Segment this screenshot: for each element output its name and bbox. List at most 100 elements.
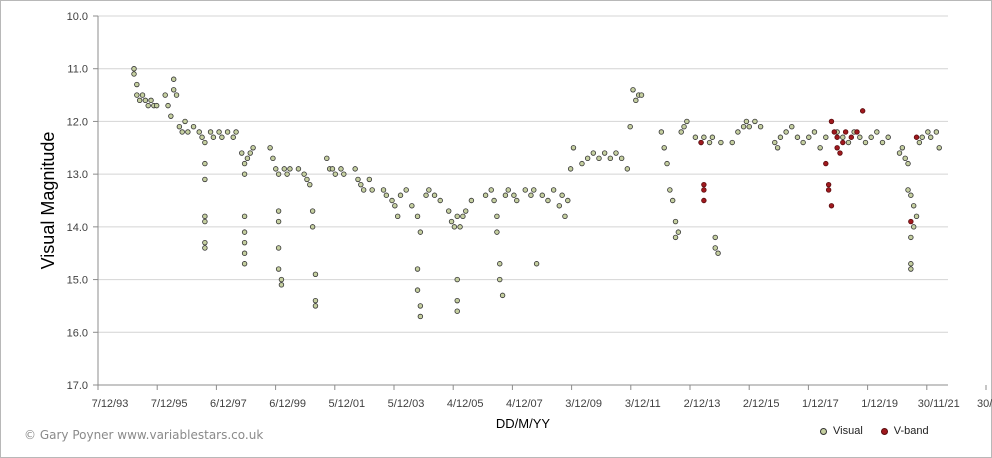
visual-point	[207, 129, 214, 135]
visual-point	[304, 176, 310, 183]
visual-point	[618, 155, 625, 162]
visual-point	[669, 197, 676, 204]
visual-point	[514, 197, 520, 204]
x-tick-label: 2/12/15	[743, 398, 780, 410]
visual-point	[454, 213, 460, 220]
x-tick-label: 4/12/05	[447, 398, 484, 410]
visual-point	[823, 134, 829, 140]
legend-item-vband: V-band	[880, 425, 929, 437]
visual-point	[675, 229, 682, 235]
visual-point	[148, 97, 154, 104]
visual-point	[862, 139, 869, 146]
visual-point	[499, 292, 506, 299]
visual-point	[275, 208, 282, 214]
visual-point	[545, 197, 551, 204]
visual-point	[309, 224, 316, 230]
visual-point	[817, 145, 823, 151]
vband-point	[828, 203, 835, 209]
visual-point	[559, 192, 565, 198]
visual-point	[913, 213, 920, 220]
visual-point	[800, 139, 806, 146]
visual-point	[692, 134, 699, 140]
visual-point	[463, 208, 469, 214]
visual-point	[567, 166, 574, 172]
visual-point	[772, 139, 778, 146]
visual-point	[488, 187, 494, 193]
visual-point	[275, 171, 282, 177]
y-tick-label: 16.0	[67, 327, 88, 339]
visual-point	[131, 66, 137, 72]
visual-point	[417, 313, 424, 320]
visual-point	[341, 171, 347, 177]
x-axis-title: DD/M/YY	[496, 416, 551, 431]
visual-point	[789, 123, 795, 130]
vband-point	[859, 108, 866, 114]
visual-point	[925, 129, 931, 135]
visual-point	[933, 129, 940, 135]
vband-point	[701, 181, 707, 188]
visual-point	[672, 234, 679, 241]
visual-point	[740, 123, 747, 130]
visual-point	[307, 181, 313, 188]
visual-point	[182, 118, 188, 125]
visual-point	[539, 192, 545, 198]
visual-point	[494, 229, 500, 235]
visual-point	[879, 139, 886, 146]
visual-point	[241, 261, 248, 267]
x-tick-label: 30/11/23	[977, 398, 992, 410]
visual-point	[752, 118, 758, 125]
vband-point	[701, 187, 707, 193]
visual-point	[241, 229, 248, 235]
visual-point	[868, 134, 874, 140]
visual-point	[908, 266, 914, 272]
visual-point	[417, 303, 424, 309]
visual-point	[202, 245, 208, 251]
vband-point	[823, 160, 829, 167]
vband-point	[913, 134, 920, 140]
visual-point	[454, 276, 460, 283]
x-tick-label: 30/11/21	[918, 398, 960, 410]
visual-point	[874, 129, 880, 135]
visual-point	[718, 139, 724, 146]
visual-point	[565, 197, 571, 204]
visual-point	[757, 123, 764, 130]
visual-point	[176, 123, 183, 130]
visual-point	[624, 166, 631, 172]
visual-point	[562, 213, 568, 220]
visual-point	[278, 276, 285, 283]
visual-point	[250, 145, 256, 151]
visual-point	[460, 213, 466, 220]
visual-point	[417, 229, 424, 235]
y-tick-label: 14.0	[67, 222, 88, 234]
visual-point	[179, 129, 185, 135]
visual-point	[241, 250, 248, 256]
x-tick-label: 1/12/17	[802, 398, 839, 410]
visual-point	[216, 129, 222, 135]
visual-point	[270, 155, 276, 162]
visual-point	[278, 282, 285, 288]
visual-point	[171, 76, 177, 82]
visual-point	[494, 213, 500, 220]
visual-point	[139, 92, 146, 98]
visual-point	[451, 224, 458, 230]
visual-point	[437, 197, 443, 204]
vband-point	[908, 218, 914, 225]
vband-point	[842, 129, 849, 135]
visual-point	[338, 166, 344, 172]
visual-point	[672, 218, 679, 225]
y-tick-label: 13.0	[67, 169, 88, 181]
visual-point	[715, 250, 721, 256]
x-tick-label: 3/12/11	[625, 398, 661, 410]
visual-point	[638, 92, 645, 98]
visual-point	[743, 118, 750, 125]
visual-point	[171, 87, 177, 93]
visual-point	[241, 239, 248, 246]
x-tick-label: 6/12/97	[210, 398, 247, 410]
visual-point	[233, 129, 239, 135]
visual-point	[366, 176, 373, 183]
visual-point	[383, 192, 390, 198]
visual-point	[423, 192, 429, 198]
visual-point	[550, 187, 557, 193]
visual-point	[239, 150, 245, 156]
